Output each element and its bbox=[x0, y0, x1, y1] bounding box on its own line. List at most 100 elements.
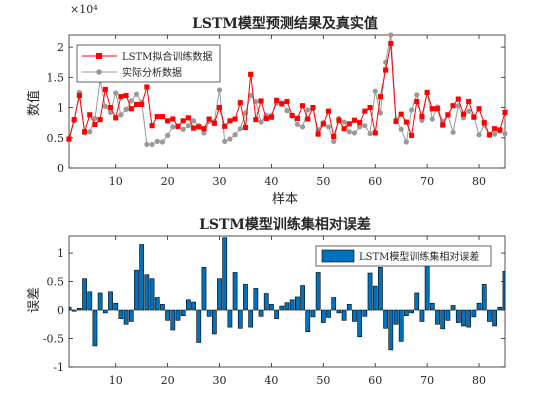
error-bar bbox=[383, 309, 388, 329]
error-bar bbox=[217, 278, 222, 311]
point-fitted bbox=[357, 120, 363, 126]
point-fitted bbox=[82, 129, 88, 135]
point-fitted bbox=[170, 116, 176, 122]
error-bar bbox=[175, 309, 181, 321]
error-bar bbox=[466, 309, 472, 328]
error-bar bbox=[409, 309, 414, 314]
point-fitted bbox=[139, 101, 145, 108]
chart2-x-tick-label: 60 bbox=[368, 374, 382, 387]
error-bar bbox=[134, 269, 139, 311]
point-fitted bbox=[434, 106, 441, 112]
error-bar bbox=[206, 309, 212, 317]
chart2-y-tick-label: 1 bbox=[57, 247, 64, 260]
error-bar bbox=[481, 284, 487, 311]
chart1-legend: LSTM拟合训练数据 实际分析数据 bbox=[76, 44, 221, 83]
point-fitted bbox=[159, 114, 165, 120]
point-actual bbox=[159, 139, 166, 145]
error-bar bbox=[191, 301, 196, 311]
error-bar bbox=[279, 305, 285, 311]
point-actual bbox=[123, 106, 129, 112]
chart1-exponent-label: ×10⁴ bbox=[70, 3, 98, 16]
point-fitted bbox=[211, 120, 217, 126]
point-actual bbox=[118, 112, 124, 118]
point-fitted bbox=[253, 117, 259, 123]
error-bar bbox=[108, 291, 113, 311]
point-fitted bbox=[497, 127, 503, 133]
point-fitted bbox=[294, 115, 300, 121]
point-fitted bbox=[305, 116, 311, 122]
legend-marker-actual bbox=[96, 69, 102, 75]
bar-chart: LSTM模型训练集相对误差 -1 -0.5 0 0.5 1 10 20 30 40 50 60 70… bbox=[27, 216, 506, 408]
error-bar bbox=[118, 309, 124, 319]
point-fitted bbox=[455, 96, 461, 102]
error-bar bbox=[487, 309, 492, 322]
point-actual bbox=[367, 130, 373, 137]
point-fitted bbox=[66, 136, 72, 142]
error-bar bbox=[243, 284, 248, 311]
axes-frame bbox=[68, 34, 506, 169]
error-bar bbox=[274, 309, 279, 319]
chart2-x-tick-label: 70 bbox=[420, 374, 434, 387]
legend-label-actual: 实际分析数据 bbox=[122, 66, 182, 79]
error-bar bbox=[201, 267, 207, 311]
error-bar bbox=[211, 309, 217, 335]
point-actual bbox=[398, 126, 404, 132]
chart2-x-tick-label: 30 bbox=[213, 374, 227, 387]
point-fitted bbox=[113, 115, 119, 121]
error-bar bbox=[435, 309, 440, 325]
point-fitted bbox=[310, 104, 316, 111]
error-bar bbox=[165, 309, 170, 321]
point-fitted bbox=[279, 101, 285, 107]
chart1-legend-box bbox=[76, 44, 221, 83]
error-bar bbox=[357, 309, 363, 338]
chart2-y-tick-label: -0.5 bbox=[43, 333, 64, 346]
chart2-x-label-and-watermark: 样本CSDN @随风飘摇的土木狗 bbox=[276, 392, 474, 408]
point-fitted bbox=[227, 118, 233, 124]
error-bar bbox=[326, 309, 331, 318]
chart2-y-label: 误差 bbox=[27, 287, 42, 313]
point-fitted bbox=[398, 111, 404, 117]
point-actual bbox=[144, 141, 150, 148]
chart1-y-tick-label: 0 bbox=[57, 162, 64, 175]
point-actual bbox=[377, 110, 384, 116]
chart2-title: LSTM模型训练集相对误差 bbox=[199, 216, 371, 233]
error-bar bbox=[92, 309, 98, 347]
chart2-x-tick-label: 40 bbox=[264, 374, 278, 387]
point-fitted bbox=[258, 98, 264, 104]
error-bar bbox=[455, 309, 461, 323]
point-fitted bbox=[414, 98, 420, 105]
point-actual bbox=[92, 115, 98, 122]
error-bar bbox=[269, 304, 274, 311]
point-fitted bbox=[107, 104, 114, 111]
chart2-x-tick-label: 20 bbox=[161, 374, 175, 387]
point-fitted bbox=[123, 92, 129, 99]
point-actual bbox=[170, 124, 176, 130]
error-bar bbox=[258, 309, 264, 317]
error-bar bbox=[113, 302, 119, 311]
point-fitted bbox=[409, 132, 415, 138]
error-bar bbox=[232, 272, 238, 311]
error-bar bbox=[149, 278, 155, 311]
point-fitted bbox=[154, 114, 160, 120]
chart1-x-tick-label: 40 bbox=[264, 175, 278, 188]
chart2-bars bbox=[68, 237, 506, 351]
point-actual bbox=[372, 88, 378, 94]
point-fitted bbox=[486, 132, 492, 138]
point-fitted bbox=[336, 117, 342, 123]
error-bar bbox=[320, 309, 326, 323]
error-bar bbox=[331, 297, 337, 311]
error-bar bbox=[346, 304, 352, 311]
point-actual bbox=[429, 116, 435, 122]
chart1-y-ticks: 0 0.5 1 1.5 2 bbox=[47, 41, 505, 175]
error-bar bbox=[289, 299, 295, 311]
chart1-y-tick-label: 1.5 bbox=[47, 71, 65, 84]
point-actual bbox=[201, 130, 207, 136]
chart1-x-label: 样本 bbox=[272, 192, 298, 207]
chart1-x-ticks: 10 20 30 40 50 60 70 80 bbox=[109, 35, 486, 188]
error-bar bbox=[128, 309, 134, 322]
chart2-y-tick-label: 0 bbox=[57, 304, 64, 317]
point-actual bbox=[341, 119, 347, 125]
point-actual bbox=[362, 123, 368, 129]
chart1-title: LSTM模型预测结果及真实值 bbox=[192, 15, 378, 32]
error-bar bbox=[139, 244, 145, 311]
